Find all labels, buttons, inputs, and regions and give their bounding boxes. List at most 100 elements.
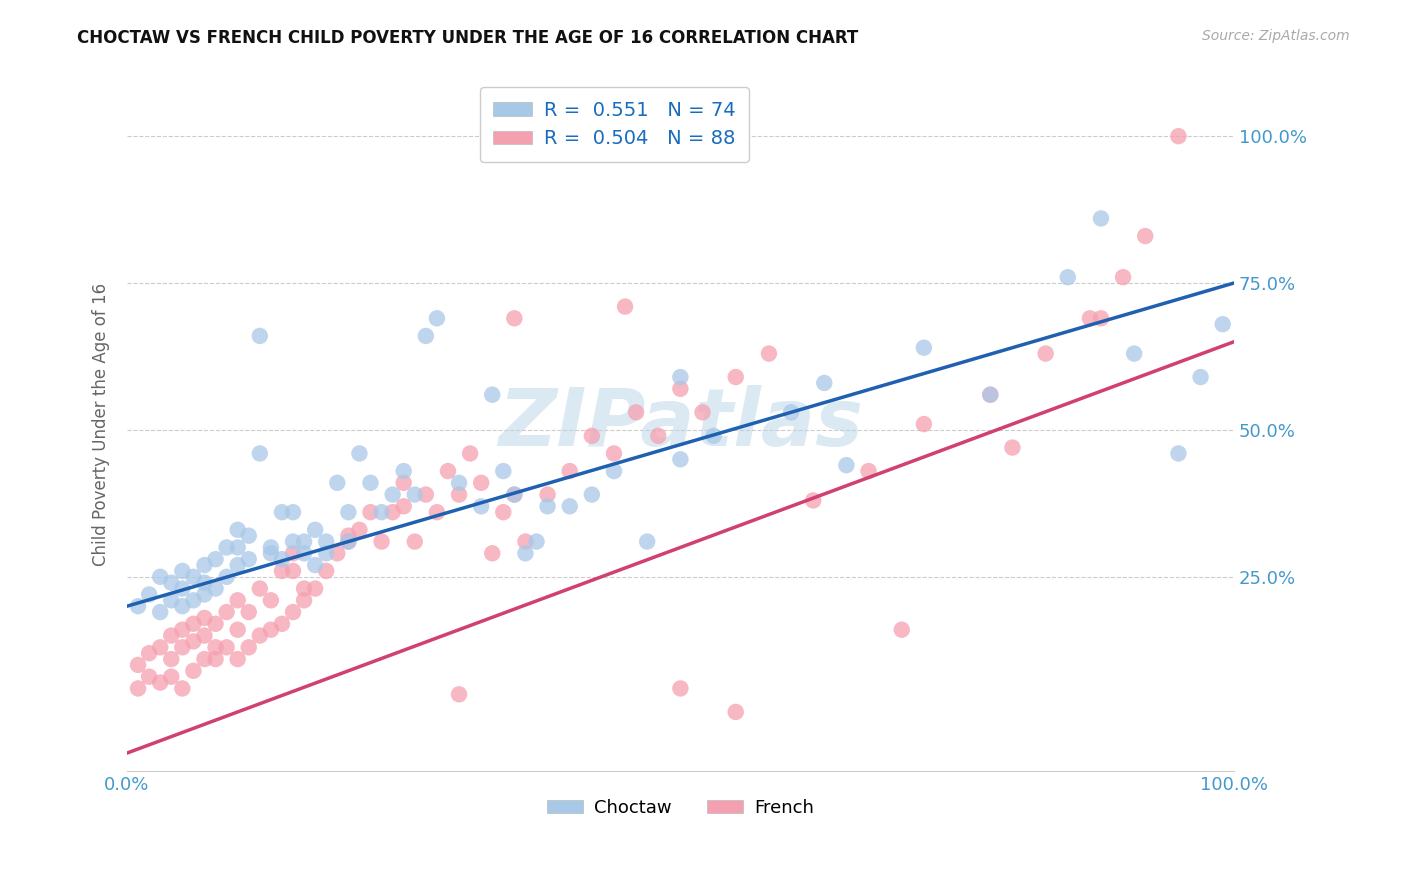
Point xyxy=(624,405,647,419)
Point xyxy=(337,534,360,549)
Point xyxy=(669,370,692,384)
Point xyxy=(392,464,415,478)
Point xyxy=(447,475,470,490)
Point xyxy=(160,575,183,590)
Point xyxy=(1123,346,1146,360)
Point xyxy=(138,646,160,660)
Point xyxy=(215,570,238,584)
Point xyxy=(1090,311,1112,326)
Point xyxy=(193,575,215,590)
Point xyxy=(780,405,803,419)
Point xyxy=(304,558,326,572)
Point xyxy=(292,546,315,560)
Point xyxy=(858,464,880,478)
Point xyxy=(127,681,149,696)
Point xyxy=(912,417,935,431)
Point xyxy=(304,582,326,596)
Point xyxy=(415,487,437,501)
Point xyxy=(193,652,215,666)
Point xyxy=(724,705,747,719)
Point xyxy=(360,505,382,519)
Point xyxy=(249,629,271,643)
Point xyxy=(337,529,360,543)
Point xyxy=(392,500,415,514)
Point xyxy=(215,541,238,555)
Point xyxy=(149,640,172,655)
Point xyxy=(536,500,558,514)
Point xyxy=(381,487,404,501)
Point xyxy=(226,523,249,537)
Point xyxy=(238,529,260,543)
Point xyxy=(271,564,294,578)
Point xyxy=(349,523,371,537)
Point xyxy=(581,487,603,501)
Point xyxy=(692,405,714,419)
Point xyxy=(326,546,349,560)
Point xyxy=(160,670,183,684)
Text: CHOCTAW VS FRENCH CHILD POVERTY UNDER THE AGE OF 16 CORRELATION CHART: CHOCTAW VS FRENCH CHILD POVERTY UNDER TH… xyxy=(77,29,859,47)
Point xyxy=(193,629,215,643)
Point xyxy=(226,623,249,637)
Point xyxy=(503,311,526,326)
Point xyxy=(249,329,271,343)
Point xyxy=(204,616,226,631)
Point xyxy=(127,599,149,614)
Point xyxy=(381,505,404,519)
Point xyxy=(127,657,149,672)
Text: Source: ZipAtlas.com: Source: ZipAtlas.com xyxy=(1202,29,1350,43)
Point xyxy=(1001,441,1024,455)
Point xyxy=(801,493,824,508)
Point xyxy=(481,387,503,401)
Point xyxy=(392,475,415,490)
Point xyxy=(315,564,337,578)
Point xyxy=(1167,446,1189,460)
Legend: Choctaw, French: Choctaw, French xyxy=(540,791,821,824)
Point xyxy=(149,605,172,619)
Point xyxy=(1035,346,1057,360)
Point xyxy=(249,582,271,596)
Point xyxy=(1056,270,1078,285)
Point xyxy=(292,593,315,607)
Point xyxy=(614,300,637,314)
Point xyxy=(503,487,526,501)
Point xyxy=(426,505,449,519)
Point xyxy=(1167,129,1189,144)
Point xyxy=(281,534,304,549)
Point xyxy=(172,640,194,655)
Point xyxy=(204,582,226,596)
Point xyxy=(238,640,260,655)
Point xyxy=(526,534,548,549)
Point xyxy=(204,640,226,655)
Point xyxy=(183,634,205,648)
Point xyxy=(281,605,304,619)
Point xyxy=(603,464,626,478)
Point xyxy=(160,652,183,666)
Point xyxy=(238,552,260,566)
Point xyxy=(404,534,426,549)
Point xyxy=(193,587,215,601)
Point xyxy=(758,346,780,360)
Point xyxy=(912,341,935,355)
Point xyxy=(326,475,349,490)
Point xyxy=(183,593,205,607)
Point xyxy=(481,546,503,560)
Point xyxy=(337,505,360,519)
Point xyxy=(172,681,194,696)
Point xyxy=(172,582,194,596)
Point xyxy=(669,452,692,467)
Point xyxy=(360,475,382,490)
Point xyxy=(281,546,304,560)
Point xyxy=(183,570,205,584)
Point xyxy=(183,664,205,678)
Point xyxy=(515,546,537,560)
Point xyxy=(260,541,283,555)
Point xyxy=(558,500,581,514)
Point xyxy=(426,311,449,326)
Point xyxy=(492,505,515,519)
Point xyxy=(1112,270,1135,285)
Point xyxy=(813,376,835,390)
Point xyxy=(515,534,537,549)
Point xyxy=(404,487,426,501)
Point xyxy=(636,534,658,549)
Point xyxy=(160,629,183,643)
